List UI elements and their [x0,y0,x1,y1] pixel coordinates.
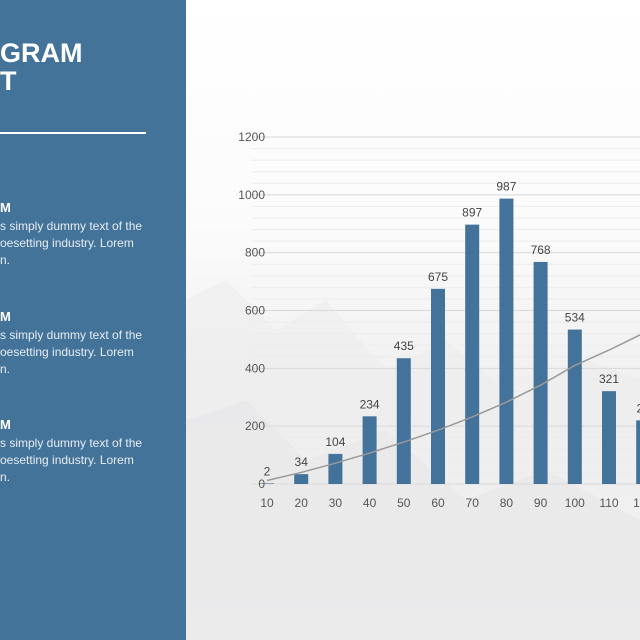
bar [328,453,343,484]
data-label: 987 [496,180,516,194]
y-tick-label: 600 [245,304,265,318]
section-line: oesetting industry. Lorem [0,345,134,359]
text-section: M s simply dummy text of the oesetting i… [0,417,186,486]
bar [533,261,548,484]
slide-title: GRAM [0,38,83,68]
bar [567,329,582,484]
bar [465,224,480,484]
section-line: oesetting industry. Lorem [0,236,134,250]
x-tick-label: 50 [397,496,411,510]
section-line: n. [0,470,11,484]
y-tick-label: 1000 [238,188,265,202]
section-heading: M [0,309,11,324]
data-label: 675 [428,270,448,284]
data-label: 435 [394,339,414,353]
section-line: s simply dummy text of the [0,219,143,233]
data-label: 104 [325,435,345,449]
side-panel: GRAM T M s simply dummy text of the oese… [0,0,186,640]
x-tick-label: 70 [466,496,480,510]
y-tick-label: 1200 [238,130,265,144]
mountain-backdrop [186,280,640,640]
trend-line [266,334,640,482]
data-label: 34 [295,455,309,469]
section-line: s simply dummy text of the [0,436,143,450]
x-tick-label: 10 [260,496,274,510]
x-tick-label: 30 [329,496,343,510]
bar [431,288,445,484]
section-line: oesetting industry. Lorem [0,453,134,467]
section-line: n. [0,253,11,267]
data-label: 768 [531,243,551,257]
data-label: 534 [565,311,585,325]
data-label: 22 [637,401,640,415]
bar [602,391,616,484]
bar [396,358,411,484]
bar [294,474,309,484]
bar [636,420,640,484]
x-tick-label: 120 [633,496,640,510]
bar [362,416,377,484]
x-tick-label: 60 [431,496,445,510]
bar [499,198,514,484]
slide-title-line2: T [0,66,17,96]
y-tick-label: 800 [245,246,265,260]
section-heading: M [0,200,11,215]
data-label: 897 [462,206,482,220]
x-tick-label: 100 [565,496,585,510]
section-heading: M [0,417,11,432]
y-tick-label: 200 [245,419,265,433]
text-section: M s simply dummy text of the oesetting i… [0,309,186,378]
x-tick-label: 90 [534,496,548,510]
y-tick-label: 400 [245,361,265,375]
x-tick-label: 110 [599,496,618,510]
histogram-chart: 0200400600800100012002103420104302344043… [238,130,640,510]
x-tick-label: 20 [295,496,309,510]
data-label: 321 [599,372,619,386]
x-tick-label: 40 [363,496,377,510]
x-tick-label: 80 [500,496,514,510]
data-label: 234 [360,397,380,411]
divider [0,132,146,134]
section-line: n. [0,362,11,376]
text-section: M s simply dummy text of the oesetting i… [0,200,186,269]
data-label: 2 [264,464,271,478]
section-line: s simply dummy text of the [0,328,143,342]
bar [260,483,274,484]
